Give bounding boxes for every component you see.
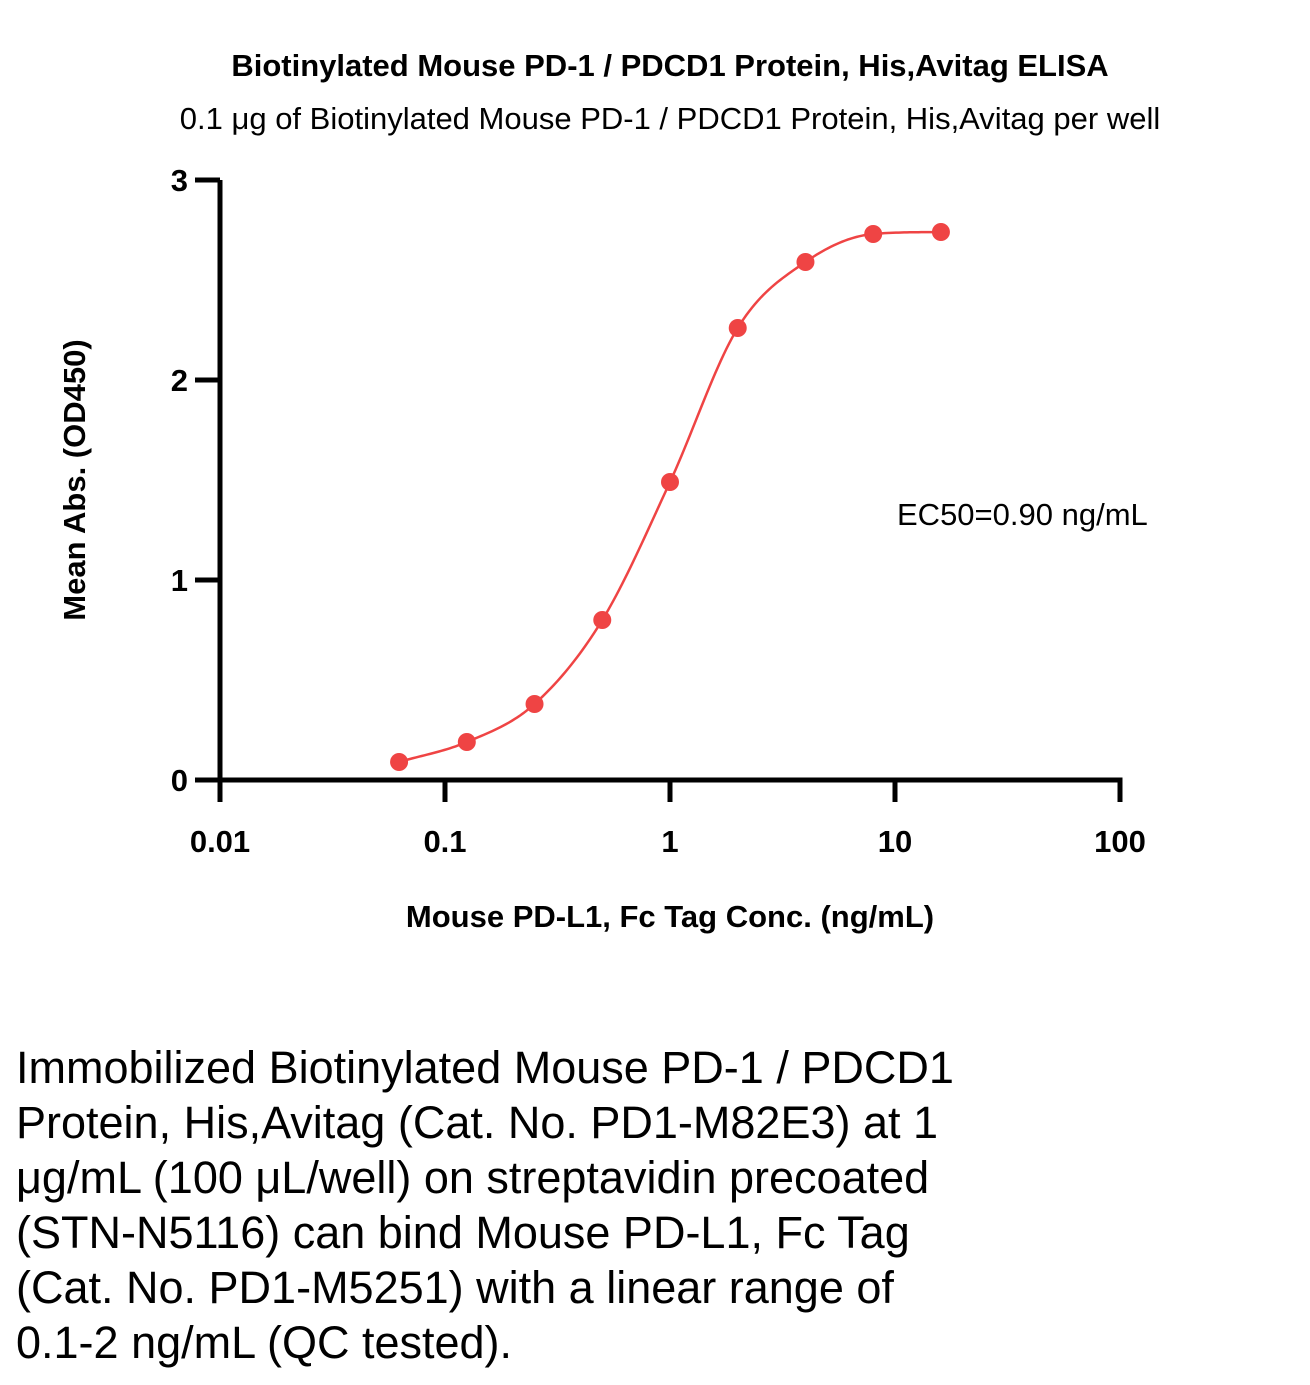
data-point	[593, 611, 612, 629]
x-tick-label: 0.01	[190, 824, 250, 859]
y-tick-label: 2	[171, 363, 188, 398]
x-tick-label: 10	[878, 824, 912, 859]
data-points-layer	[390, 223, 950, 771]
chart-subtitle: 0.1 μg of Biotinylated Mouse PD-1 / PDCD…	[179, 101, 1161, 136]
x-tick-label: 0.1	[423, 824, 466, 859]
data-point	[457, 733, 476, 751]
data-point	[525, 695, 544, 713]
data-point	[864, 225, 883, 243]
caption-line: Immobilized Biotinylated Mouse PD-1 / PD…	[16, 1042, 954, 1093]
axes: 0.01 0.1 1 10 100 0 1 2 3	[171, 163, 1146, 859]
elisa-chart: 0.01 0.1 1 10 100 0 1 2 3 Mouse PD-L1, Fc Tag Co…	[57, 163, 1148, 934]
y-tick-label: 0	[171, 763, 188, 798]
caption-line: 0.1-2 ng/mL (QC tested).	[16, 1317, 513, 1368]
data-point	[796, 253, 815, 271]
caption-line: (STN-N5116) can bind Mouse PD-L1, Fc Tag	[16, 1207, 910, 1258]
y-axis-label: Mean Abs. (OD450)	[57, 339, 92, 620]
y-tick-label: 3	[171, 163, 188, 198]
fit-curve-layer	[398, 230, 941, 764]
data-point	[728, 319, 747, 337]
fit-curve	[398, 230, 941, 764]
caption-line: Protein, His,Avitag (Cat. No. PD1-M82E3)…	[16, 1097, 939, 1148]
x-tick-label: 100	[1094, 824, 1146, 859]
data-point	[390, 753, 409, 771]
y-tick-label: 1	[171, 563, 188, 598]
caption-line: μg/mL (100 μL/well) on streptavidin prec…	[16, 1152, 930, 1203]
data-point	[661, 473, 679, 491]
figure-caption: Immobilized Biotinylated Mouse PD-1 / PD…	[16, 1040, 1276, 1370]
ec50-annotation: EC50=0.90 ng/mL	[897, 497, 1148, 532]
x-tick-label: 1	[661, 824, 678, 859]
caption-line: (Cat. No. PD1-M5251) with a linear range…	[16, 1262, 894, 1313]
chart-title: Biotinylated Mouse PD-1 / PDCD1 Protein,…	[231, 48, 1109, 83]
data-point	[931, 223, 950, 241]
x-axis-label: Mouse PD-L1, Fc Tag Conc. (ng/mL)	[406, 899, 934, 934]
